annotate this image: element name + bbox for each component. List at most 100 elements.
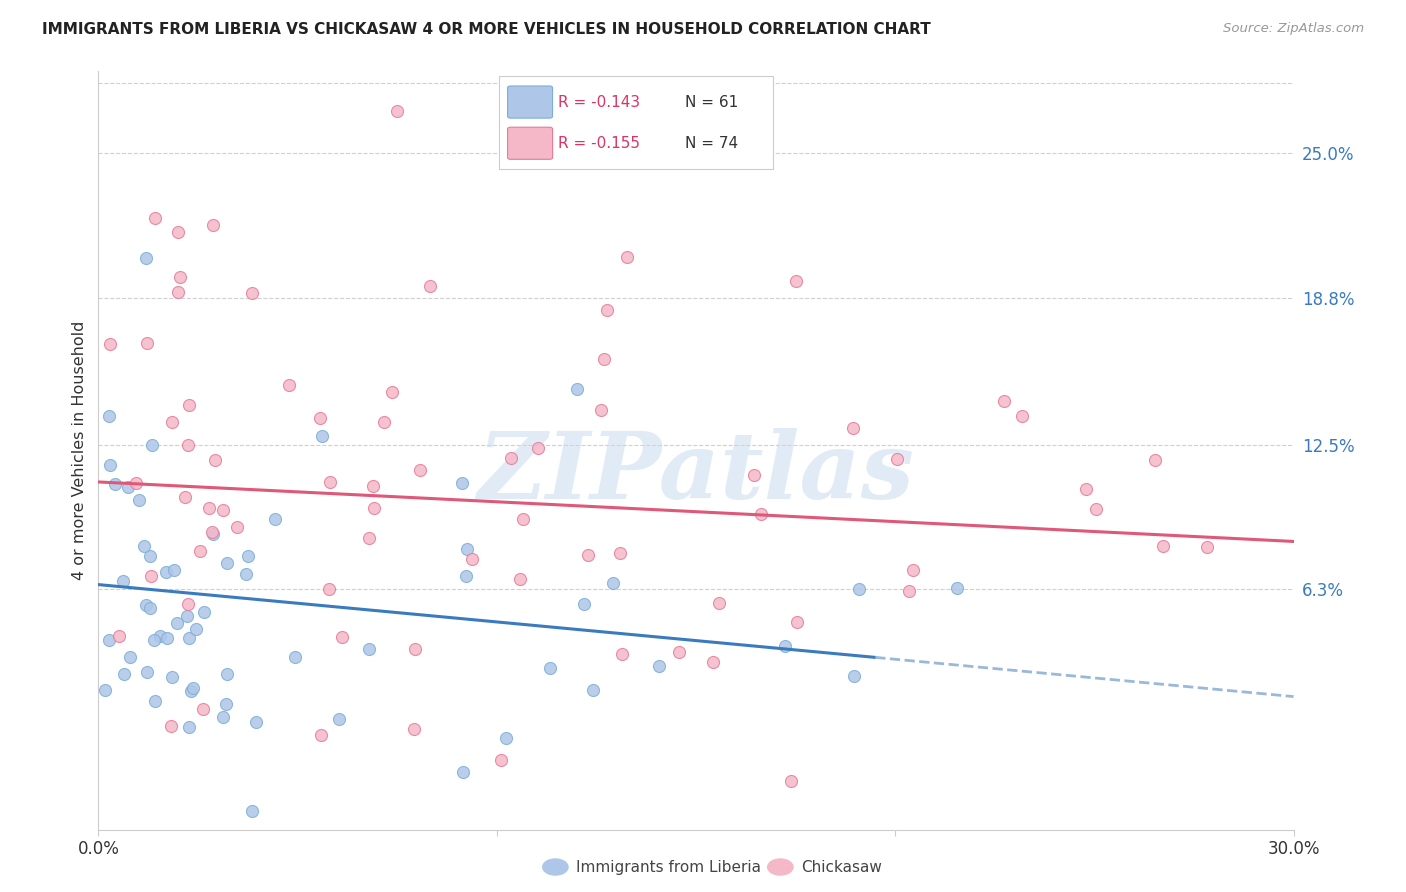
Point [309,410,332,425]
Point [108,630,131,644]
Point [179,398,201,412]
Point [886,452,908,467]
Point [169,270,191,285]
Point [495,731,517,745]
Point [135,598,157,612]
Point [349,887,371,892]
Point [236,549,259,563]
Point [363,479,385,493]
Point [277,378,299,392]
Text: Source: ZipAtlas.com: Source: ZipAtlas.com [1223,22,1364,36]
Point [166,615,188,630]
Point [1011,409,1033,423]
Point [509,572,531,586]
Point [141,438,163,452]
Point [135,251,157,265]
Point [319,475,342,490]
Point [527,441,550,455]
Point [404,642,426,657]
Point [572,597,595,611]
Text: Immigrants from Liberia: Immigrants from Liberia [576,860,762,874]
Point [1195,540,1218,554]
Point [143,211,166,225]
Point [235,567,257,582]
Text: R = -0.143: R = -0.143 [558,95,640,110]
Point [456,541,478,556]
Point [184,622,207,636]
Point [385,103,409,118]
Text: Chickasaw: Chickasaw [801,860,883,874]
Point [330,631,353,645]
Point [538,661,561,675]
Point [993,393,1015,408]
Point [204,453,226,467]
Point [176,609,198,624]
Point [240,804,263,818]
Point [565,382,588,396]
Point [328,712,350,726]
Point [117,480,139,494]
Point [363,501,385,516]
Point [647,658,669,673]
Point [842,421,865,435]
Point [173,491,195,505]
Point [202,526,225,541]
Point [149,860,172,874]
Point [284,650,307,665]
Point [749,508,772,522]
Text: N = 74: N = 74 [685,136,738,151]
Point [512,512,534,526]
Point [381,384,404,399]
Point [97,632,120,647]
Point [707,597,730,611]
Point [409,463,432,477]
Point [160,415,183,429]
Point [451,764,474,779]
Point [193,605,215,619]
Point [163,564,186,578]
Point [139,601,162,615]
Point [616,250,638,264]
Text: IMMIGRANTS FROM LIBERIA VS CHICKASAW 4 OR MORE VEHICLES IN HOUSEHOLD CORRELATION: IMMIGRANTS FROM LIBERIA VS CHICKASAW 4 O… [42,22,931,37]
Y-axis label: 4 or more Vehicles in Household: 4 or more Vehicles in Household [72,321,87,580]
Point [179,720,201,734]
Point [1074,482,1097,496]
Point [311,428,333,442]
Point [98,409,121,424]
Point [582,683,605,698]
Point [141,569,163,583]
Point [98,337,121,351]
Point [489,753,512,767]
Point [848,582,870,596]
Point [264,512,287,526]
Point [702,655,724,669]
Point [149,629,172,643]
Point [160,669,183,683]
Point [419,278,441,293]
Point [240,286,263,301]
Point [591,403,613,417]
Point [226,520,249,534]
Point [460,552,482,566]
Point [609,546,631,560]
Point [309,728,332,742]
Point [201,218,224,232]
Point [94,682,117,697]
Point [198,501,221,516]
Point [359,641,381,656]
Point [897,583,920,598]
Point [177,597,200,611]
Point [134,539,156,553]
Point [124,476,146,491]
Point [901,563,924,577]
Point [592,351,614,366]
Point [142,632,165,647]
Point [245,715,267,730]
Point [201,524,224,539]
Point [1085,502,1108,516]
Point [668,645,690,659]
Point [742,468,765,483]
Point [602,575,624,590]
Point [318,582,340,596]
Point [359,531,381,545]
